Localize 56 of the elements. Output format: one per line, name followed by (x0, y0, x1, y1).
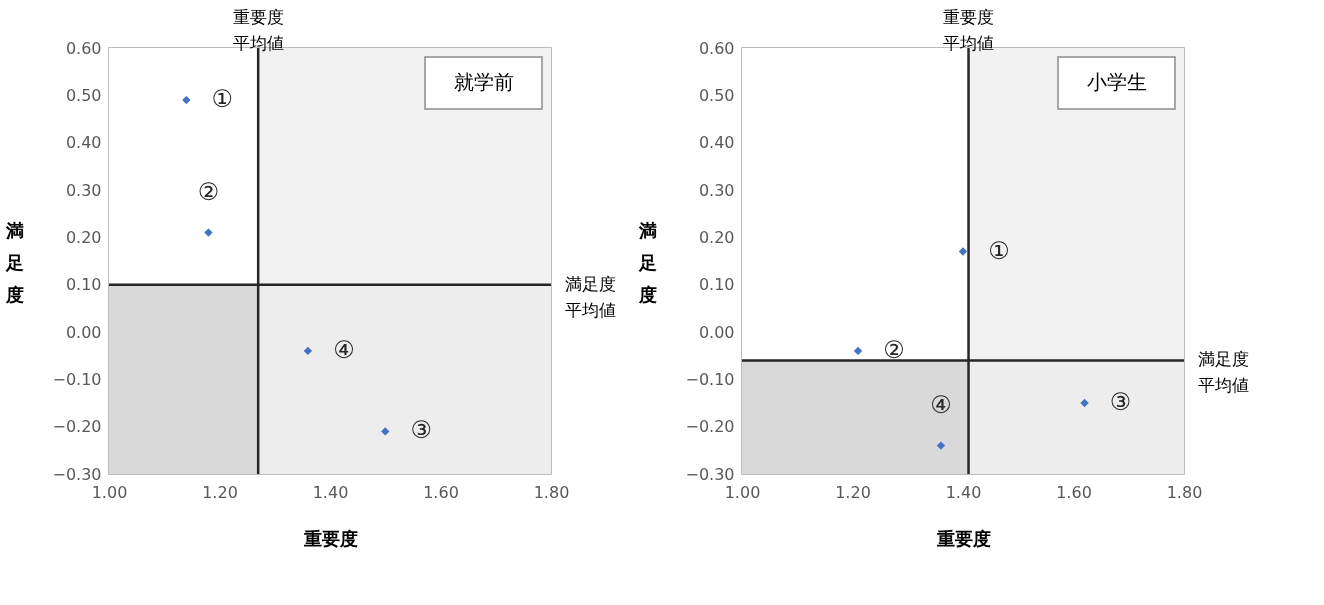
y-tick-label: 0.10 (65, 275, 102, 295)
point (936, 441, 946, 450)
x-tick-label: 1.60 (423, 482, 459, 502)
annotation: ① (211, 85, 234, 114)
x-axis-title: 重要度 (935, 527, 991, 549)
annotation: ① (988, 236, 1010, 265)
annotation: ② (883, 335, 905, 364)
y-tick-label: 0.50 (65, 85, 102, 105)
ref-line-label: 重要度平均値 (943, 7, 995, 53)
text: 小学生 (1086, 70, 1147, 94)
x-tick-label: 1.20 (202, 482, 238, 502)
y-tick-label: 0.50 (698, 85, 735, 105)
point (381, 427, 390, 436)
x-tick-label: 1.80 (533, 482, 570, 502)
y-tick-label: 0.00 (65, 322, 102, 342)
x-tick-label: 1.00 (91, 482, 128, 502)
x-tick-label: 1.60 (1056, 482, 1092, 502)
y-tick-label: 0.20 (698, 227, 735, 247)
y-tick-label: 0.30 (698, 180, 735, 200)
x-tick-label: 1.20 (835, 482, 871, 502)
annotation: ② (197, 177, 220, 206)
ref-line-label: 重要度平均値 (232, 7, 284, 53)
y-axis-title: 満足度 (637, 219, 657, 305)
y-tick-label: −0.10 (52, 369, 102, 389)
annotation: ④ (333, 335, 355, 364)
point (958, 247, 968, 256)
y-tick-label: 0.60 (65, 38, 102, 58)
ref-line-label: 満足度平均値 (565, 273, 616, 320)
point (1080, 398, 1089, 408)
point (303, 346, 313, 356)
point (182, 95, 191, 105)
y-tick-label: 0.40 (698, 133, 735, 153)
y-tick-label: −0.20 (52, 417, 102, 437)
point (204, 228, 213, 237)
y-tick-label: −0.30 (685, 464, 735, 484)
y-tick-label: 0.30 (65, 180, 102, 200)
x-tick-label: 1.00 (724, 482, 761, 502)
annotation: ③ (410, 416, 433, 445)
x-tick-label: 1.40 (312, 482, 349, 502)
text: 就学前 (453, 70, 514, 94)
annotation: ③ (1109, 388, 1132, 416)
annotation: ④ (930, 390, 952, 419)
y-tick-label: 0.40 (65, 133, 102, 153)
x-tick-label: 1.40 (945, 482, 982, 502)
y-tick-label: 0.00 (698, 322, 735, 342)
y-tick-label: 0.10 (698, 275, 735, 295)
y-tick-label: −0.20 (685, 417, 735, 437)
y-tick-label: −0.30 (52, 464, 102, 484)
y-tick-label: 0.20 (65, 227, 102, 247)
ref-line-label: 満足度平均値 (1198, 349, 1249, 396)
y-tick-label: −0.10 (685, 369, 735, 389)
point (853, 346, 863, 356)
y-tick-label: 0.60 (698, 38, 735, 58)
x-axis-title: 重要度 (302, 527, 358, 549)
y-axis-title: 満足度 (4, 219, 24, 305)
x-tick-label: 1.80 (1166, 482, 1203, 502)
